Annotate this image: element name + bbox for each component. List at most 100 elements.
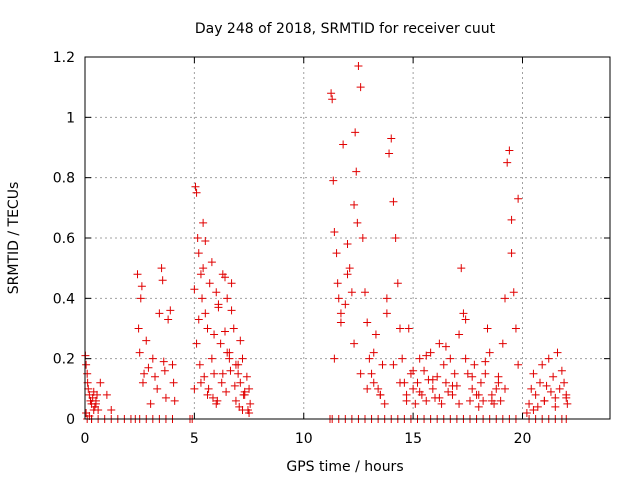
data-point <box>207 258 216 267</box>
data-point <box>404 324 413 333</box>
data-point <box>347 288 356 297</box>
data-point <box>170 396 179 405</box>
data-point <box>560 378 569 387</box>
data-point <box>529 405 538 414</box>
data-point <box>487 396 496 405</box>
data-point <box>369 348 378 357</box>
data-point <box>356 369 365 378</box>
data-point <box>479 396 488 405</box>
data-point <box>229 324 238 333</box>
data-point <box>93 390 102 399</box>
y-tick-label: 1.2 <box>53 50 75 66</box>
data-point <box>492 384 501 393</box>
data-point <box>468 372 477 381</box>
y-tick-label: 1 <box>66 110 75 126</box>
data-point <box>146 399 155 408</box>
data-point <box>380 399 389 408</box>
data-point <box>536 378 544 387</box>
y-tick-label: 0 <box>66 412 75 428</box>
data-point <box>204 384 213 393</box>
data-point <box>230 381 239 390</box>
y-tick-label: 0.2 <box>53 352 75 368</box>
data-point <box>507 215 516 224</box>
data-point <box>236 378 245 387</box>
data-point <box>351 128 360 137</box>
y-tick-label: 0.8 <box>53 171 75 187</box>
data-point <box>199 218 208 227</box>
data-point <box>333 279 342 288</box>
data-point <box>525 399 534 408</box>
data-point <box>221 327 229 336</box>
data-point <box>334 294 343 303</box>
data-point <box>155 309 164 318</box>
data-point <box>391 234 400 242</box>
data-point <box>218 369 227 378</box>
data-point <box>538 360 547 369</box>
data-point <box>246 399 255 408</box>
data-point <box>428 384 437 393</box>
data-point <box>352 167 361 176</box>
data-point <box>435 339 444 348</box>
data-point <box>159 357 168 366</box>
data-point <box>553 348 562 357</box>
data-point <box>422 396 431 405</box>
data-point <box>350 200 359 209</box>
data-point <box>422 351 431 360</box>
data-point <box>203 324 212 333</box>
data-point <box>134 324 143 333</box>
data-point <box>151 372 159 381</box>
data-point <box>483 324 492 333</box>
data-point <box>223 294 232 303</box>
data-point <box>503 158 512 167</box>
y-tick-label: 0.6 <box>53 231 75 247</box>
data-point <box>476 378 485 387</box>
x-tick-label: 15 <box>404 431 422 447</box>
data-point <box>336 309 345 318</box>
data-point <box>389 360 398 369</box>
data-point <box>328 95 337 104</box>
data-point <box>203 390 212 399</box>
data-point <box>463 369 472 378</box>
data-point <box>428 375 437 384</box>
data-point <box>371 330 380 339</box>
data-point <box>208 393 217 402</box>
data-point <box>435 393 444 402</box>
x-axis-label: GPS time / hours <box>286 459 403 475</box>
data-point <box>330 354 339 363</box>
data-point <box>461 315 470 324</box>
data-point <box>216 339 225 348</box>
data-point <box>133 270 142 279</box>
data-point <box>501 384 509 393</box>
data-point <box>531 390 540 399</box>
data-point <box>461 354 470 363</box>
data-point <box>420 366 429 375</box>
data-point <box>217 378 226 387</box>
data-point <box>166 306 175 315</box>
data-point <box>158 276 167 285</box>
data-point <box>466 396 474 405</box>
data-point <box>160 366 169 375</box>
chart-title: Day 248 of 2018, SRMTID for receiver cuu… <box>195 21 496 37</box>
data-point <box>137 282 146 291</box>
data-point <box>396 324 404 333</box>
data-point <box>509 288 518 297</box>
data-point <box>529 369 538 378</box>
data-point <box>227 279 236 288</box>
data-point <box>214 303 223 312</box>
data-point <box>540 396 549 405</box>
data-point <box>343 240 352 249</box>
data-point <box>358 234 367 242</box>
data-point <box>365 354 374 363</box>
data-point <box>168 360 177 369</box>
points-layer <box>81 62 572 423</box>
data-point <box>84 384 93 393</box>
data-point <box>514 194 523 203</box>
data-point <box>329 176 338 185</box>
data-point <box>398 354 407 363</box>
data-point <box>415 354 424 363</box>
data-point <box>196 378 205 387</box>
data-point <box>474 390 483 399</box>
data-point <box>157 264 166 273</box>
data-point <box>136 294 145 303</box>
data-point <box>378 360 387 369</box>
